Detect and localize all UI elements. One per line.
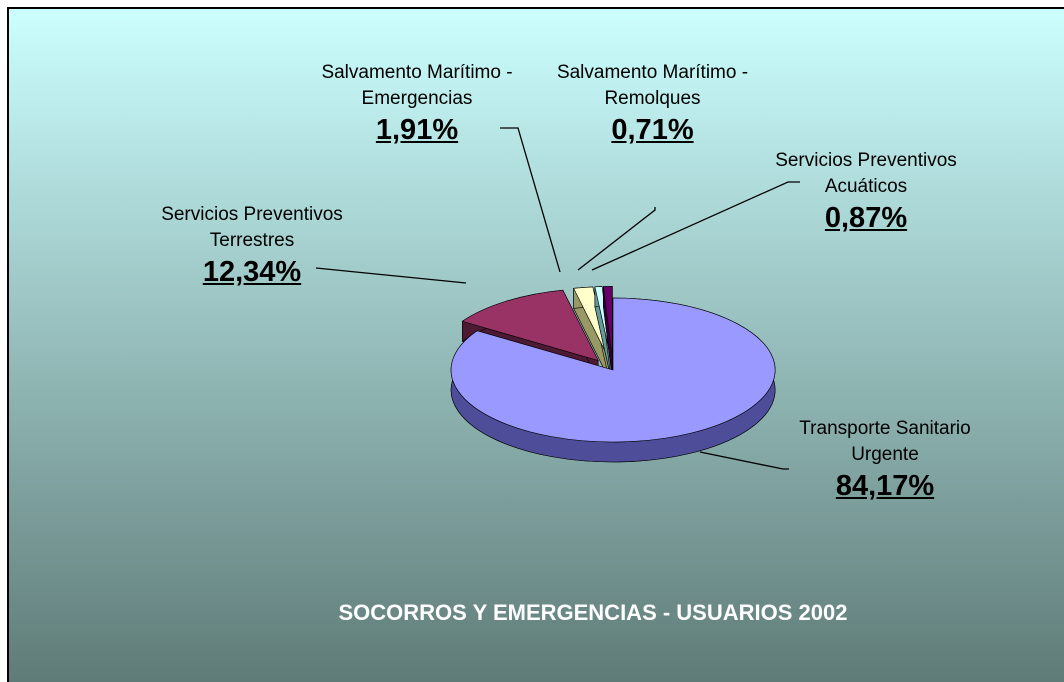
slice-label: Servicios Preventivos Acuáticos 0,87% [766, 148, 966, 236]
category-label: Transporte Sanitario Urgente [799, 418, 971, 465]
value-label: 1,91% [375, 114, 459, 146]
category-label: Salvamento Marítimo - Emergencias [321, 62, 513, 109]
category-label: Servicios Preventivos Acuáticos [775, 150, 957, 197]
leader-line [315, 267, 467, 284]
leader-lines [315, 127, 800, 470]
slice [573, 286, 610, 359]
slice [461, 289, 599, 361]
value-label: 12,34% [202, 256, 302, 288]
category-label: Servicios Preventivos Terrestres [161, 204, 343, 251]
slice [594, 286, 612, 359]
slice [603, 286, 613, 359]
slice-label: Salvamento Marítimo - Remolques 0,71% [555, 60, 750, 148]
leader-line [577, 207, 656, 271]
chart-title: SOCORROS Y EMERGENCIAS - USUARIOS 2002 [338, 600, 848, 625]
slice-label: Salvamento Marítimo - Emergencias 1,91% [317, 60, 517, 148]
slice [450, 297, 776, 443]
slice-label: Servicios Preventivos Terrestres 12,34% [147, 202, 357, 290]
value-label: 84,17% [835, 470, 935, 502]
category-label: Salvamento Marítimo - Remolques [556, 62, 749, 109]
value-label: 0,71% [611, 114, 694, 146]
pie [450, 286, 776, 463]
value-label: 0,87% [824, 202, 908, 234]
leader-line [500, 127, 561, 273]
leader-line [591, 181, 800, 271]
slice-label: Transporte Sanitario Urgente 84,17% [780, 416, 990, 504]
leader-line [699, 451, 789, 470]
